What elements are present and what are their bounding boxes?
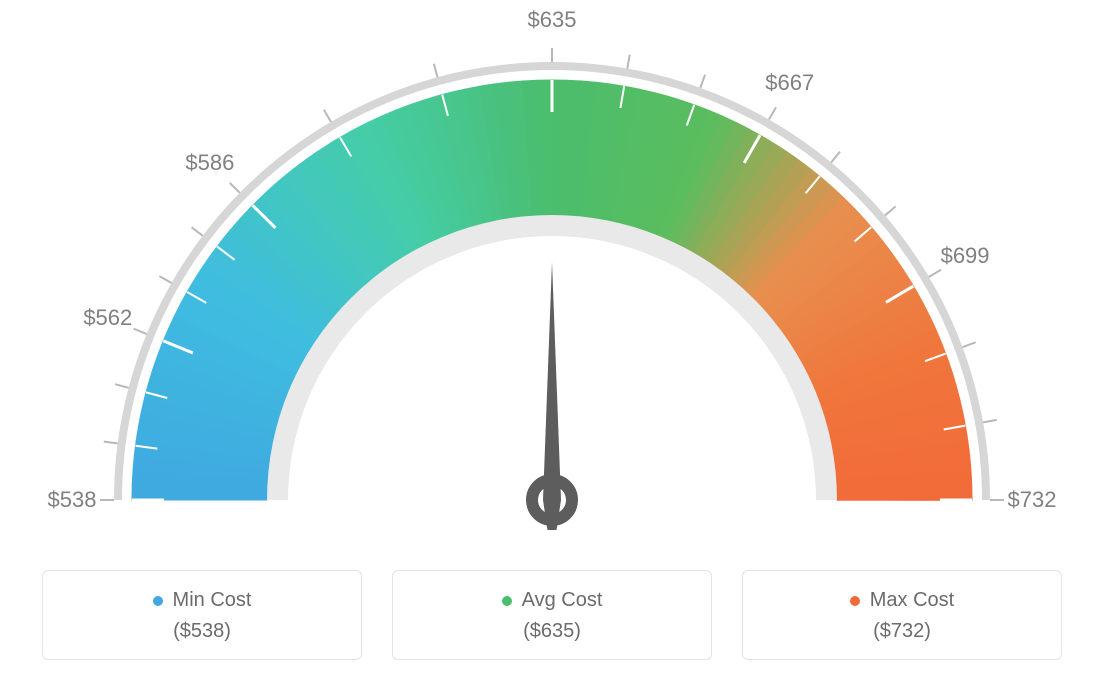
gauge-svg bbox=[0, 0, 1104, 560]
legend-row: Min Cost ($538) Avg Cost ($635) Max Cost… bbox=[40, 570, 1064, 660]
gauge-needle bbox=[543, 262, 561, 530]
legend-label-text: Min Cost bbox=[173, 589, 252, 612]
legend-label-max: Max Cost bbox=[850, 589, 954, 612]
dot-icon bbox=[153, 596, 163, 606]
legend-card-min: Min Cost ($538) bbox=[42, 570, 362, 660]
dot-icon bbox=[502, 596, 512, 606]
legend-value-avg: ($635) bbox=[403, 620, 701, 643]
gauge-tick-label: $732 bbox=[1008, 487, 1057, 513]
legend-card-max: Max Cost ($732) bbox=[742, 570, 1062, 660]
legend-label-min: Min Cost bbox=[153, 589, 252, 612]
gauge-tick-label: $562 bbox=[83, 305, 132, 331]
gauge-tick-label: $667 bbox=[765, 70, 814, 96]
gauge-tick-label: $699 bbox=[941, 243, 990, 269]
dot-icon bbox=[850, 596, 860, 606]
gauge-tick-label: $635 bbox=[528, 7, 577, 33]
legend-value-min: ($538) bbox=[53, 620, 351, 643]
legend-label-text: Avg Cost bbox=[522, 589, 603, 612]
legend-label-avg: Avg Cost bbox=[502, 589, 603, 612]
legend-value-max: ($732) bbox=[753, 620, 1051, 643]
gauge-chart: $538 $562 $586 $635 $667 $699 $732 bbox=[0, 0, 1104, 560]
gauge-tick-label: $538 bbox=[48, 487, 97, 513]
legend-label-text: Max Cost bbox=[870, 589, 954, 612]
legend-card-avg: Avg Cost ($635) bbox=[392, 570, 712, 660]
gauge-tick-label: $586 bbox=[185, 150, 234, 176]
